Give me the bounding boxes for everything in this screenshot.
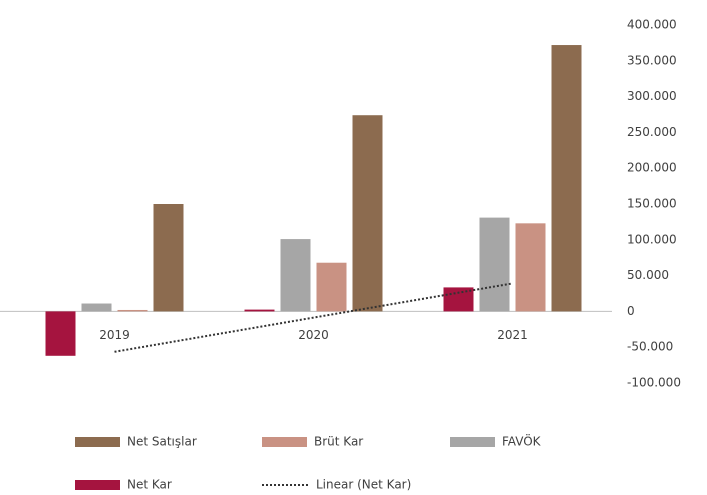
legend-swatch [75,437,120,447]
y-tick-label: 150.000 [627,197,677,211]
y-tick-label: 350.000 [627,53,677,67]
y-tick-label: 0 [627,304,635,318]
bar [45,311,76,356]
legend-swatch [262,437,307,447]
legend-label: Net Satışlar [127,435,197,449]
legend-label: Linear (Net Kar) [316,478,411,492]
legend-label: Net Kar [127,478,172,492]
bar [443,287,474,312]
y-tick-label: 400.000 [627,18,677,32]
bar [117,309,148,312]
y-tick-label: 200.000 [627,161,677,175]
bar [551,45,582,312]
bar [153,204,184,312]
y-tick-label: 100.000 [627,232,677,246]
legend-label: Brüt Kar [314,435,363,449]
bar [515,223,546,312]
x-tick-label: 2021 [497,328,528,342]
bar [479,217,510,312]
y-tick-label: -50.000 [627,340,673,354]
legend-swatch [75,480,120,490]
y-tick-label: 50.000 [627,268,669,282]
y-tick-label: -100.000 [627,376,681,390]
legend-label: FAVÖK [502,433,542,449]
y-tick-label: 300.000 [627,89,677,103]
bar [280,239,311,312]
bar [81,303,112,312]
trendline [114,282,513,353]
bar [316,262,347,312]
legend-swatch [450,437,495,447]
x-tick-label: 2020 [298,328,329,342]
y-tick-label: 250.000 [627,125,677,139]
bar [244,309,275,312]
bar [352,115,383,312]
x-tick-label: 2019 [99,328,130,342]
